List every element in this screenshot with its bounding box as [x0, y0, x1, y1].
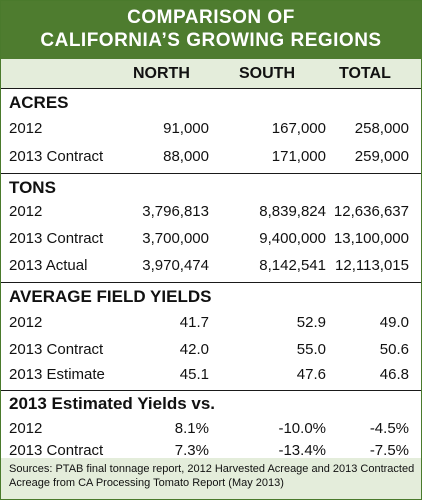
- table-row: 2013 Contract 88,000 171,000 259,000: [1, 146, 421, 170]
- cell-total: -7.5%: [369, 442, 409, 459]
- cell-total: 12,113,015: [335, 257, 409, 274]
- cell-south: 8,142,541: [259, 257, 326, 274]
- cell-north: 3,970,474: [142, 257, 209, 274]
- table-row: 2012 41.7 52.9 49.0: [1, 312, 421, 336]
- cell-south: -13.4%: [278, 442, 326, 459]
- cell-total: 49.0: [379, 314, 409, 331]
- cell-south: 167,000: [271, 120, 326, 137]
- cell-north: 3,700,000: [142, 230, 209, 247]
- section-title: TONS: [9, 178, 56, 197]
- cell-total: 258,000: [354, 120, 409, 137]
- table-row: 2013 Contract 7.3% -13.4% -7.5%: [1, 440, 421, 464]
- column-header-north: NORTH: [133, 65, 190, 82]
- cell-south: 8,839,824: [259, 203, 326, 220]
- row-label: 2013 Contract: [9, 230, 104, 247]
- section-title: AVERAGE FIELD YIELDS: [9, 287, 212, 306]
- column-header-total: TOTAL: [339, 65, 391, 82]
- cell-total: 259,000: [354, 148, 409, 165]
- cell-south: -10.0%: [278, 420, 326, 437]
- cell-north: 41.7: [179, 314, 209, 331]
- cell-south: 171,000: [271, 148, 326, 165]
- row-label: 2013 Contract: [9, 148, 104, 165]
- table-section: TONS 2012 3,796,813 8,839,824 12,636,637 2013…: [1, 174, 421, 283]
- column-header-south: SOUTH: [239, 65, 295, 82]
- table-row: 2013 Contract 42.0 55.0 50.6: [1, 339, 421, 363]
- table-section: AVERAGE FIELD YIELDS 2012 41.7 52.9 49.0 2013…: [1, 283, 421, 391]
- cell-north: 42.0: [179, 341, 209, 358]
- row-label: 2012: [9, 203, 43, 220]
- cell-south: 55.0: [296, 341, 326, 358]
- row-label: 2013 Contract: [9, 442, 104, 459]
- row-label: 2012: [9, 314, 43, 331]
- cell-south: 52.9: [296, 314, 326, 331]
- table-section: 2013 Estimated Yields vs. 2012 8.1% -10.0% -…: [1, 391, 421, 459]
- title-line-1: COMPARISON OF: [127, 7, 295, 28]
- row-label: 2012: [9, 420, 43, 437]
- table-row: 2013 Contract 3,700,000 9,400,000 13,100,00…: [1, 228, 421, 252]
- table-title: COMPARISON OF CALIFORNIA’S GROWING REGIO…: [1, 1, 421, 59]
- cell-total: 50.6: [379, 341, 409, 358]
- row-label: 2012: [9, 120, 43, 137]
- title-line-2: CALIFORNIA’S GROWING REGIONS: [40, 30, 382, 51]
- cell-total: 12,636,637: [333, 203, 409, 220]
- row-label: 2013 Actual: [9, 257, 88, 274]
- cell-north: 91,000: [163, 120, 209, 137]
- section-title: ACRES: [9, 93, 69, 112]
- sources-note: Sources: PTAB final tonnage report, 2012…: [1, 458, 421, 499]
- cell-south: 9,400,000: [259, 230, 326, 247]
- cell-total: -4.5%: [369, 420, 409, 437]
- cell-north: 7.3%: [174, 442, 209, 459]
- cell-north: 45.1: [179, 366, 209, 383]
- cell-total: 13,100,000: [333, 230, 409, 247]
- column-header-row: NORTH SOUTH TOTAL: [1, 59, 421, 89]
- cell-total: 46.8: [379, 366, 409, 383]
- table-section: ACRES 2012 91,000 167,000 258,000 2013 Contra…: [1, 89, 421, 174]
- cell-north: 3,796,813: [142, 203, 209, 220]
- cell-north: 8.1%: [174, 420, 209, 437]
- table-row: 2012 8.1% -10.0% -4.5%: [1, 418, 421, 442]
- row-label: 2013 Contract: [9, 341, 104, 358]
- section-title: 2013 Estimated Yields vs.: [9, 394, 216, 413]
- cell-north: 88,000: [163, 148, 209, 165]
- table-row: 2013 Actual 3,970,474 8,142,541 12,113,015: [1, 255, 421, 279]
- table-row: 2012 3,796,813 8,839,824 12,636,637: [1, 201, 421, 225]
- table-row: 2013 Estimate 45.1 47.6 46.8: [1, 364, 421, 388]
- table-row: 2012 91,000 167,000 258,000: [1, 118, 421, 142]
- cell-south: 47.6: [296, 366, 326, 383]
- row-label: 2013 Estimate: [9, 366, 105, 383]
